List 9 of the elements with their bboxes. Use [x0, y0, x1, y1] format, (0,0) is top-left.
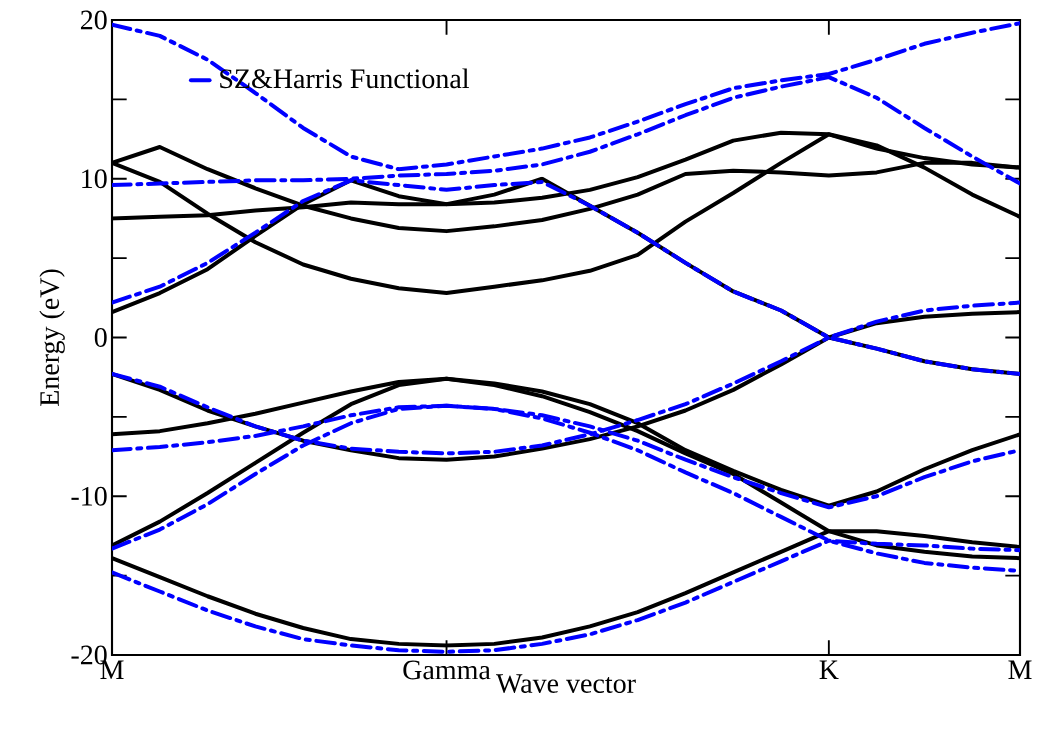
- x-axis-title: Wave vector: [496, 674, 636, 694]
- x-tick-label: M: [1008, 660, 1032, 679]
- y-axis-title: Energy (eV): [39, 269, 65, 406]
- y-tick-label: 20: [80, 10, 107, 30]
- x-tick-label: Gamma: [403, 660, 491, 680]
- x-tick-label: K: [819, 660, 839, 679]
- y-tick-label: 10: [82, 169, 107, 189]
- y-tick-label: 0: [94, 328, 107, 347]
- y-tick-label: -10: [71, 486, 107, 506]
